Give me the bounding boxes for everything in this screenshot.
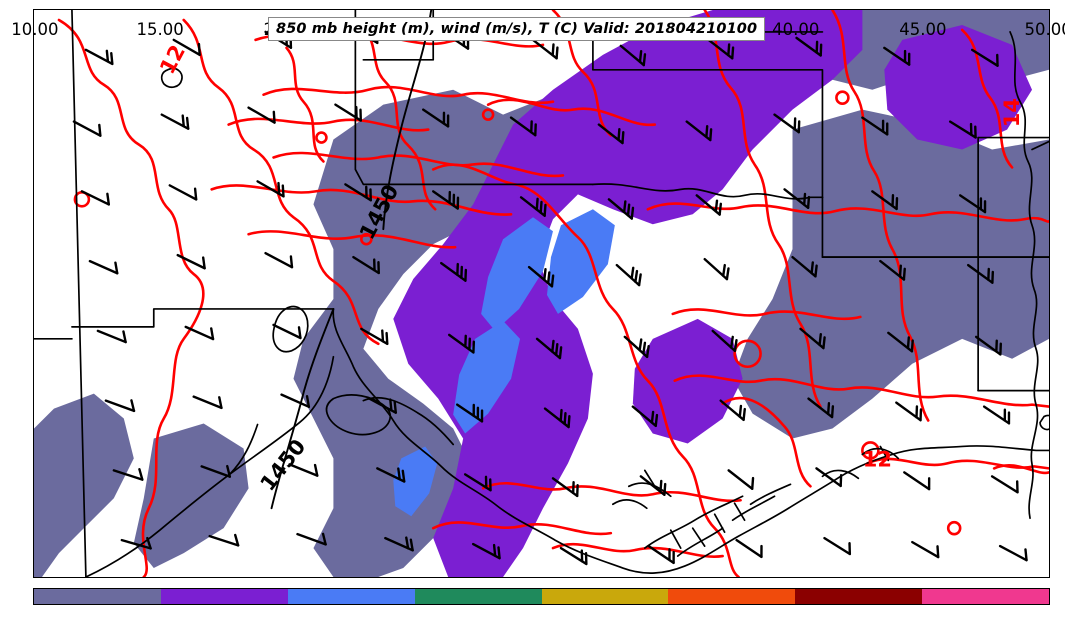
colorbar-tick-15: 15.00 [136, 20, 184, 39]
colorbar-band-25-30 [414, 589, 542, 604]
colorbar-tick-10: 10.00 [11, 20, 59, 39]
colorbar-band-35-40 [668, 589, 796, 604]
colorbar-tick-50: 50.00 [1024, 20, 1065, 39]
colorbar-band-10-15 [34, 589, 161, 604]
windspeed-fill-20-25 [393, 209, 615, 517]
temperature-contours [57, 10, 1049, 577]
colorbar-band-20-25 [287, 589, 415, 604]
map-canvas: 1450 1450 12 12 14 [34, 10, 1049, 577]
map-panel[interactable]: 1450 1450 12 12 14 [33, 9, 1050, 578]
colorbar-tick-45: 45.00 [899, 20, 947, 39]
height-contours [270, 10, 433, 510]
colorbar-tick-40: 40.00 [772, 20, 820, 39]
temp-contour-label-14: 14 [1000, 98, 1024, 127]
windspeed-fill-10-15 [34, 10, 1049, 577]
colorbar[interactable] [33, 588, 1050, 605]
wind-barbs [72, 26, 1028, 566]
map-title-box: 850 mb height (m), wind (m/s), T (C) Val… [268, 17, 766, 41]
colorbar-bands [33, 588, 1050, 605]
colorbar-band-15-20 [160, 589, 288, 604]
page-title: 850 mb height (m), wind (m/s), T (C) Val… [276, 21, 758, 37]
colorbar-band-30-35 [541, 589, 669, 604]
colorbar-band-40-45 [795, 589, 923, 604]
windspeed-fill-15-20 [393, 10, 1033, 577]
height-contour-label-1450-b: 1450 [256, 435, 311, 496]
temp-contour-label-12-b: 12 [863, 447, 892, 471]
colorbar-band-45-50 [922, 589, 1049, 604]
